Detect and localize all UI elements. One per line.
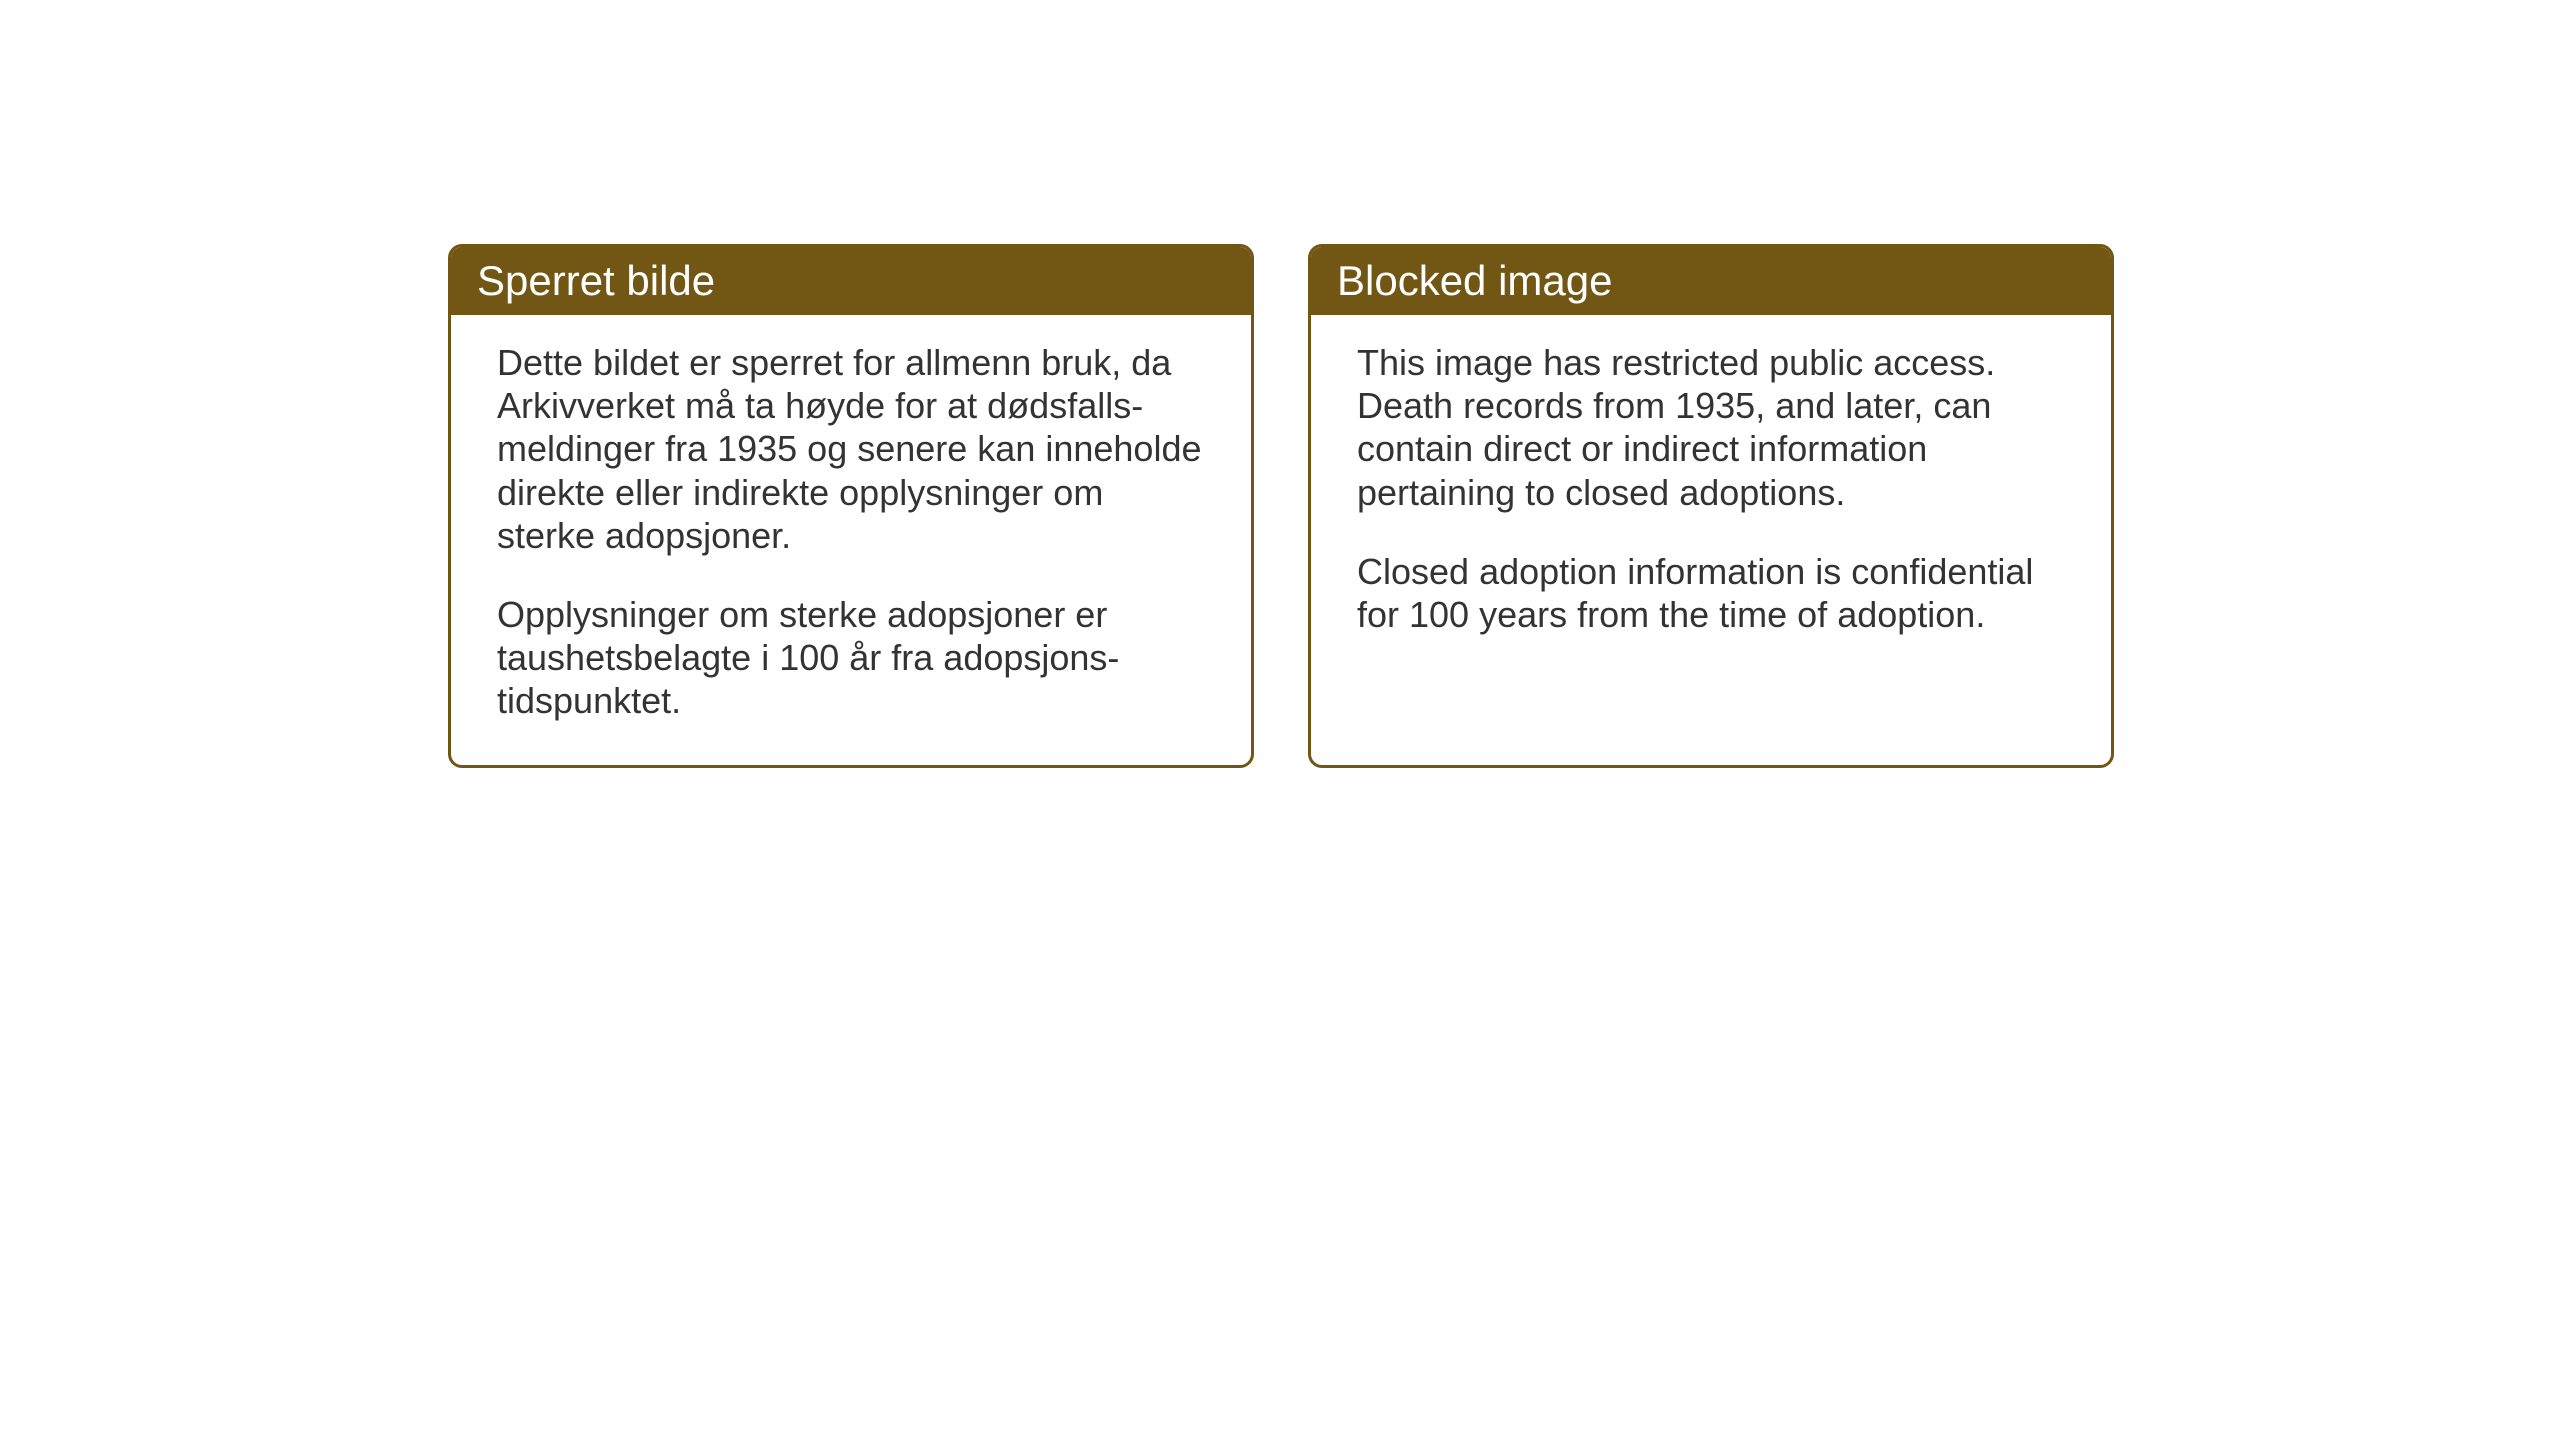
norwegian-paragraph-1: Dette bildet er sperret for allmenn bruk… xyxy=(497,341,1209,557)
english-notice-box: Blocked image This image has restricted … xyxy=(1308,244,2114,768)
english-notice-title: Blocked image xyxy=(1311,247,2111,315)
english-notice-body: This image has restricted public access.… xyxy=(1311,315,2111,678)
english-paragraph-2: Closed adoption information is confident… xyxy=(1357,550,2069,636)
norwegian-paragraph-2: Opplysninger om sterke adopsjoner er tau… xyxy=(497,593,1209,723)
norwegian-notice-box: Sperret bilde Dette bildet er sperret fo… xyxy=(448,244,1254,768)
notice-container: Sperret bilde Dette bildet er sperret fo… xyxy=(448,244,2114,768)
norwegian-notice-title: Sperret bilde xyxy=(451,247,1251,315)
norwegian-notice-body: Dette bildet er sperret for allmenn bruk… xyxy=(451,315,1251,765)
english-paragraph-1: This image has restricted public access.… xyxy=(1357,341,2069,514)
